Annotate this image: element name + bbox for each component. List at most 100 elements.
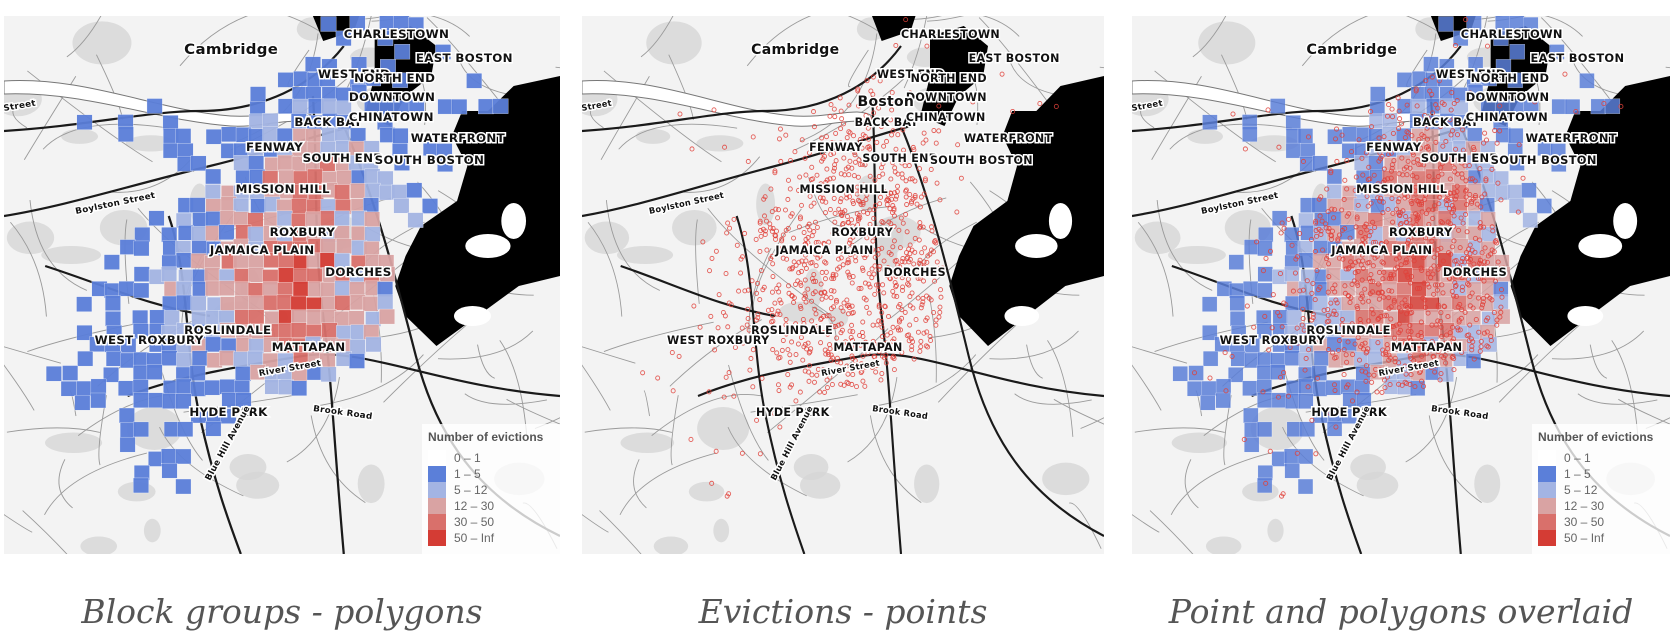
basemap: Cambridge CHARLESTOWN EAST BOSTON WEST ENDN… [582,16,1104,554]
svg-text:CHINATOWN: CHINATOWN [1466,110,1548,124]
legend-swatch [428,530,446,546]
svg-text:BACK BAY: BACK BAY [294,115,362,129]
svg-text:HYDE PARK: HYDE PARK [189,405,268,419]
legend-item: 1 – 5 [428,466,558,482]
svg-text:BACK BAY: BACK BAY [855,116,920,129]
svg-text:WEST END: WEST END [877,68,945,81]
svg-text:SOUTH BOSTON: SOUTH BOSTON [375,153,485,167]
svg-text:NORTH END: NORTH END [354,71,435,85]
svg-text:SOUTH BOSTON: SOUTH BOSTON [930,154,1033,167]
legend-label: 30 – 50 [454,515,495,529]
svg-text:WATERFRONT: WATERFRONT [1526,131,1617,145]
legend-label: 5 – 12 [1564,483,1598,497]
legend-label: 0 – 1 [454,451,481,465]
legend-item: 30 – 50 [428,514,558,530]
legend-label: 30 – 50 [1564,515,1605,529]
svg-text:DOWNTOWN: DOWNTOWN [349,90,435,104]
svg-text:MISSION HILL: MISSION HILL [236,182,330,196]
legend-title: Number of evictions [1538,430,1654,444]
legend-swatch [1538,514,1556,530]
svg-text:Cambridge: Cambridge [1306,42,1397,58]
legend-item: 50 – Inf [428,530,558,546]
svg-text:WEST ROXBURY: WEST ROXBURY [95,333,204,347]
legend-item: 12 – 30 [428,498,558,514]
svg-text:DORCHES: DORCHES [1443,265,1507,279]
svg-text:CHINATOWN: CHINATOWN [349,110,434,124]
svg-text:WEST END: WEST END [1436,67,1506,81]
legend-label: 5 – 12 [454,483,488,497]
legend-swatch [1538,482,1556,498]
svg-text:BACK BAY: BACK BAY [1413,115,1479,129]
svg-text:MISSION HILL: MISSION HILL [1356,182,1447,196]
legend-item: 5 – 12 [1538,482,1668,498]
svg-text:HYDE PARK: HYDE PARK [1311,405,1388,419]
svg-text:CHARLESTOWN: CHARLESTOWN [1461,27,1563,41]
svg-text:NORTH END: NORTH END [911,72,987,85]
svg-text:Cambridge: Cambridge [751,42,839,58]
legend-swatch [428,514,446,530]
panel-overlay: Cambridge CHARLESTOWN EAST BOSTON WEST END N… [1132,16,1670,631]
legend-item: 30 – 50 [1538,514,1668,530]
legend-swatch [1538,450,1556,466]
svg-text:SOUTH END: SOUTH END [862,152,938,165]
svg-text:EAST BOSTON: EAST BOSTON [416,51,513,65]
legend-item: 5 – 12 [428,482,558,498]
legend-item: 12 – 30 [1538,498,1668,514]
svg-text:CHARLESTOWN: CHARLESTOWN [344,27,449,41]
svg-text:CHARLESTOWN: CHARLESTOWN [901,28,1000,41]
legend-swatch [1538,530,1556,546]
svg-text:FENWAY: FENWAY [246,140,303,154]
legend-label: 50 – Inf [1564,531,1605,545]
svg-text:ROXBURY: ROXBURY [1389,225,1453,239]
map-overlay[interactable]: Cambridge CHARLESTOWN EAST BOSTON WEST END N… [1132,16,1670,554]
svg-text:WATERFRONT: WATERFRONT [964,132,1053,145]
svg-text:WEST END: WEST END [318,67,390,81]
svg-text:MATTAPAN: MATTAPAN [1391,340,1462,354]
legend: Number of evictions 0 – 1 1 – 5 5 – 12 12 –… [422,424,560,554]
legend-label: 0 – 1 [1564,451,1591,465]
svg-text:MATTAPAN: MATTAPAN [272,340,346,354]
svg-text:HYDE PARK: HYDE PARK [756,406,830,419]
svg-text:JAMAICA PLAIN: JAMAICA PLAIN [1330,243,1432,257]
legend: Number of evictions 0 – 1 1 – 5 5 – 12 12 –… [1532,424,1670,554]
svg-text:SOUTH END: SOUTH END [303,151,384,165]
svg-text:ROXBURY: ROXBURY [831,226,893,239]
svg-text:EAST BOSTON: EAST BOSTON [969,52,1060,65]
legend-swatch [428,482,446,498]
svg-text:DOWNTOWN: DOWNTOWN [1466,90,1550,104]
svg-text:MATTAPAN: MATTAPAN [833,341,902,354]
svg-text:ROXBURY: ROXBURY [270,225,336,239]
caption-polygons: Block groups - polygons [81,592,483,631]
svg-text:DOWNTOWN: DOWNTOWN [906,91,987,104]
svg-text:Cambridge: Cambridge [184,41,278,58]
svg-text:JAMAICA PLAIN: JAMAICA PLAIN [774,244,873,257]
panel-points: Cambridge CHARLESTOWN EAST BOSTON WEST END N… [582,16,1104,631]
svg-text:WEST ROXBURY: WEST ROXBURY [1220,333,1326,347]
svg-text:ROSLINDALE: ROSLINDALE [751,324,833,337]
map-points[interactable]: Cambridge CHARLESTOWN EAST BOSTON WEST END N… [582,16,1104,554]
legend-label: 50 – Inf [454,531,495,545]
svg-text:NORTH END: NORTH END [1471,71,1550,85]
legend-label: 12 – 30 [1564,499,1605,513]
legend-swatch [428,450,446,466]
svg-text:CHINATOWN: CHINATOWN [906,111,986,124]
legend-label: 1 – 5 [1564,467,1591,481]
legend-label: 1 – 5 [454,467,481,481]
legend-title: Number of evictions [428,430,544,444]
svg-text:SOUTH BOSTON: SOUTH BOSTON [1491,153,1597,167]
svg-text:WEST ROXBURY: WEST ROXBURY [667,334,770,347]
svg-text:ROSLINDALE: ROSLINDALE [184,323,271,337]
svg-text:SOUTH END: SOUTH END [1421,151,1499,165]
legend-item: 1 – 5 [1538,466,1668,482]
svg-text:DORCHES: DORCHES [325,265,391,279]
map-polygons[interactable]: Cambridge CHARLESTOWN EAST BOSTON WEST END N… [4,16,560,554]
svg-text:FENWAY: FENWAY [1366,140,1422,154]
svg-text:ROSLINDALE: ROSLINDALE [1306,323,1390,337]
caption-points: Evictions - points [698,592,988,631]
svg-text:DORCHES: DORCHES [884,266,946,279]
caption-overlay: Point and polygons overlaid [1168,592,1634,631]
legend-swatch [428,466,446,482]
legend-swatch [1538,466,1556,482]
svg-text:WATERFRONT: WATERFRONT [411,131,505,145]
